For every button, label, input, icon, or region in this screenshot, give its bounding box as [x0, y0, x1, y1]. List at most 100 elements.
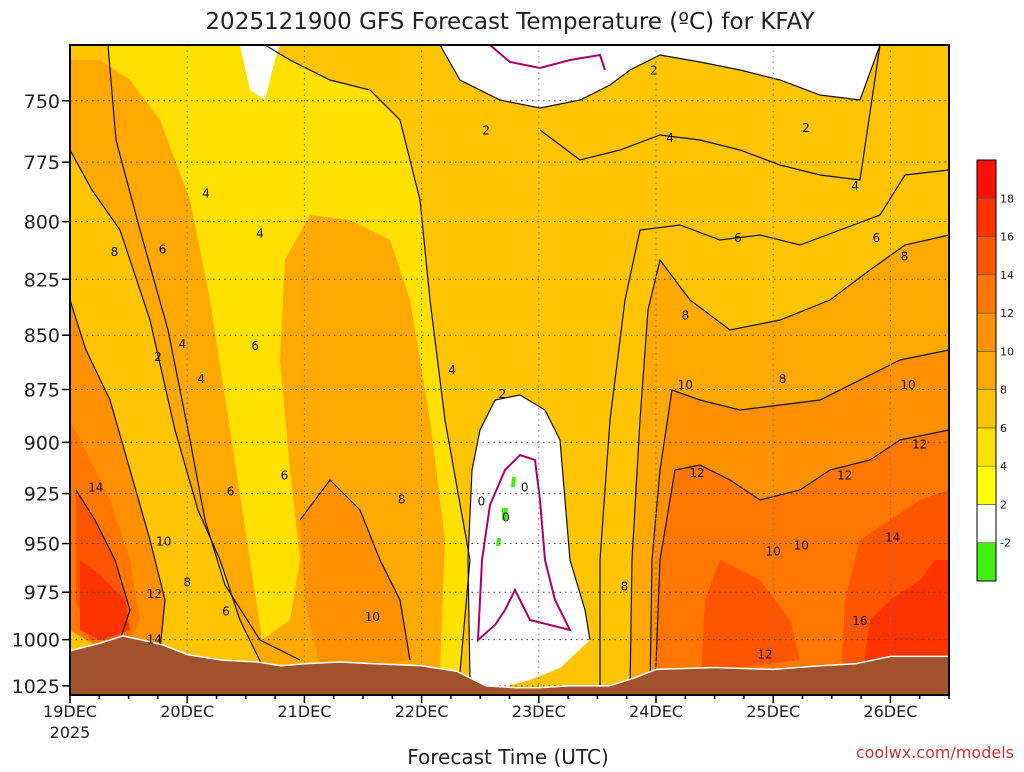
y-tick-label: 925	[24, 484, 60, 506]
y-tick-label: 775	[24, 152, 60, 174]
contour-label: 8	[398, 493, 406, 507]
contour-label: 10	[766, 544, 781, 558]
y-tick-label: 1000	[12, 630, 60, 652]
contour-label: 0	[521, 481, 529, 495]
credit-text: coolwx.com/models	[856, 743, 1014, 762]
colorbar-swatch	[976, 465, 997, 505]
contour-label: 14	[88, 481, 103, 495]
contour-label: 8	[111, 245, 119, 259]
colorbar-swatch	[976, 351, 997, 390]
y-tick-label: 750	[24, 91, 60, 113]
contour-label: 6	[734, 231, 742, 245]
contour-label: 2	[499, 387, 507, 401]
x-tick-label: 26DEC	[863, 702, 917, 721]
plot-area: 2 2 2 4 4 4 4 6 6 6 8 8 8 4 2 6 4 4 2 10 8 10 12 6 12 12 14 6 8 0 0 0 10…	[70, 45, 949, 695]
colorbar-swatch	[976, 274, 997, 314]
contour-label: 14	[885, 531, 900, 545]
colorbar-swatch	[976, 389, 997, 429]
contour-label: 8	[621, 579, 629, 593]
contour-label: 12	[757, 648, 772, 662]
colorbar-swatch	[976, 236, 997, 276]
zero-contour	[476, 45, 606, 643]
colorbar-tick-label: 6	[1000, 422, 1007, 435]
temperature-band-neg2-2-low	[468, 395, 590, 688]
contour-label: 8	[901, 250, 909, 264]
temperature-band-neg4-neg2	[496, 477, 516, 546]
contour-label: 2	[650, 64, 658, 78]
x-tick-label: 22DEC	[395, 702, 449, 721]
contour-label: 10	[678, 378, 693, 392]
contour-label: 10	[794, 539, 809, 553]
y-tick-label: 1025	[12, 676, 60, 698]
chart-title: 2025121900 GFS Forecast Temperature (ºC)…	[205, 9, 815, 35]
contour-label: 4	[197, 372, 205, 386]
contour-label: 8	[681, 308, 689, 322]
colorbar-border	[976, 159, 997, 582]
contour-label: 6	[251, 339, 259, 353]
y-tick-label: 950	[24, 534, 60, 556]
y-tick-label: 875	[24, 380, 60, 402]
contour-label: 12	[912, 437, 927, 451]
contour-label: 4	[202, 186, 210, 200]
contour-label: 6	[281, 468, 289, 482]
colorbar-tick-label: 14	[1000, 269, 1014, 282]
x-axis: 19DEC 20DEC 21DEC 22DEC 23DEC 24DEC 25DEC 26DEC	[43, 695, 950, 721]
colorbar-tick-label: 18	[1000, 192, 1014, 205]
contour-label: 14	[147, 633, 162, 647]
contour-label: 10	[900, 378, 915, 392]
colorbar: -2 2 4 6 8 10 12 14 16 18	[976, 159, 1014, 582]
y-tick-label: 975	[24, 582, 60, 604]
temperature-band-neg2-2-top	[240, 45, 880, 108]
colorbar-tick-label: 16	[1000, 231, 1014, 244]
y-tick-label: 800	[24, 212, 60, 234]
x-tick-label: 20DEC	[160, 702, 214, 721]
contour-label: 2	[482, 124, 490, 138]
contour-label: 12	[147, 587, 162, 601]
colorbar-swatch	[976, 427, 997, 467]
contour-label: 6	[872, 231, 880, 245]
x-tick-label: 19DEC	[43, 702, 97, 721]
contour-label: 4	[666, 131, 674, 145]
x-tick-label: 25DEC	[746, 702, 800, 721]
x-tick-label: 24DEC	[629, 702, 683, 721]
contour-label: 12	[689, 466, 704, 480]
x-axis-title: Forecast Time (UTC)	[407, 745, 609, 768]
contour-label: 6	[222, 604, 230, 618]
contour-label: 4	[448, 363, 456, 377]
contour-label: 12	[837, 468, 852, 482]
contour-label: 10	[365, 610, 380, 624]
contour-label: 8	[183, 576, 191, 590]
colorbar-swatch	[976, 312, 997, 352]
contour-label: 4	[179, 337, 187, 351]
contour-label: 0	[502, 511, 510, 525]
y-tick-label: 900	[24, 432, 60, 454]
y-tick-label: 825	[24, 269, 60, 291]
colorbar-tick-label: 8	[1000, 384, 1007, 397]
ground-terrain	[70, 635, 949, 695]
contour-label: 10	[156, 535, 171, 549]
colorbar-tick-label: -2	[1000, 537, 1011, 550]
colorbar-swatch	[976, 542, 997, 582]
colorbar-tick-label: 2	[1000, 498, 1007, 511]
contour-label: 4	[851, 179, 859, 193]
contour-label: 2	[154, 350, 162, 364]
contour-label: 8	[779, 372, 787, 386]
contour-label: 4	[256, 226, 264, 240]
colorbar-tick-label: 4	[1000, 460, 1007, 473]
contour-labels: 2 2 2 4 4 4 4 6 6 6 8 8 8 4 2 6 4 4 2 10 8 10 12 6 12 12 14 6 8 0 0 0 10…	[88, 64, 927, 662]
colorbar-swatch	[976, 197, 997, 237]
colorbar-tick-label: 10	[1000, 345, 1014, 358]
isotherm-lines	[70, 45, 949, 691]
contour-label: 2	[802, 121, 810, 135]
colorbar-swatch	[976, 504, 997, 544]
colorbar-swatch	[976, 159, 997, 199]
temperature-band-10-12-mid	[300, 480, 410, 668]
x-tick-label: 21DEC	[277, 702, 331, 721]
x-tick-label: 23DEC	[512, 702, 566, 721]
contour-label: 6	[227, 485, 235, 499]
y-axis: 750 775 800 825 850 875 900 925 950 975 1000 1025	[12, 91, 70, 698]
contour-label: 6	[159, 243, 167, 257]
x-axis-year-label: 2025	[50, 723, 91, 742]
